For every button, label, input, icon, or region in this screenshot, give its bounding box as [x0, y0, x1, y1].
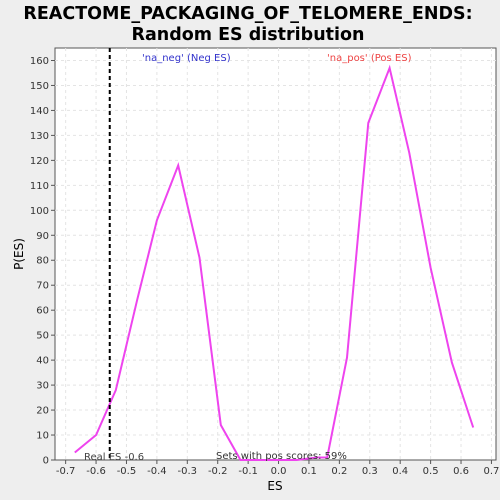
y-tick-label: 80: [36, 256, 49, 267]
y-tick-label: 30: [36, 381, 49, 392]
x-tick-label: -0.1: [238, 466, 258, 477]
y-tick-label: 10: [36, 431, 49, 442]
y-axis-label: P(ES): [12, 238, 26, 270]
y-tick-label: 20: [36, 406, 49, 417]
y-tick-label: 140: [30, 106, 49, 117]
plot-area: [54, 47, 497, 461]
y-tick-label: 60: [36, 306, 49, 317]
neg-es-label: 'na_neg' (Neg ES): [142, 53, 231, 64]
es-distribution-line: [74, 64, 475, 461]
y-tick-label: 70: [36, 281, 49, 292]
x-tick-label: 0.0: [271, 466, 287, 477]
y-tick-label: 100: [30, 206, 49, 217]
x-tick-label: -0.4: [147, 466, 167, 477]
x-tick-label: 0.2: [331, 466, 347, 477]
x-axis-label: ES: [267, 479, 282, 493]
x-tick-label: 0.3: [362, 466, 378, 477]
real-es-label: Real ES -0.6: [84, 452, 144, 463]
chart-title-line1: REACTOME_PACKAGING_OF_TELOMERE_ENDS:: [23, 4, 472, 24]
x-tick-label: 0.6: [453, 466, 469, 477]
x-tick-label: -0.7: [56, 466, 76, 477]
y-tick-label: 120: [30, 156, 49, 167]
x-tick-label: 0.1: [301, 466, 317, 477]
pos-scores-label: Sets with pos scores: 59%: [216, 451, 347, 462]
x-tick-label: 0.7: [483, 466, 499, 477]
y-tick-label: 40: [36, 356, 49, 367]
y-tick-label: 110: [30, 181, 49, 192]
chart-title-line2: Random ES distribution: [131, 25, 364, 45]
x-tick-label: 0.4: [392, 466, 408, 477]
y-tick-label: 90: [36, 231, 49, 242]
y-tick-label: 0: [43, 456, 49, 467]
y-axis-ticks: 0 10 20 30 40 50 60 70 80 90 100 110 120 130 140 150 160: [30, 56, 55, 467]
x-tick-label: -0.6: [86, 466, 106, 477]
x-tick-label: -0.3: [178, 466, 198, 477]
y-tick-label: 160: [30, 56, 49, 67]
x-tick-label: 0.5: [423, 466, 439, 477]
y-tick-label: 50: [36, 331, 49, 342]
y-tick-label: 150: [30, 81, 49, 92]
x-tick-label: -0.2: [208, 466, 228, 477]
y-tick-label: 130: [30, 131, 49, 142]
pos-es-label: 'na_pos' (Pos ES): [327, 53, 412, 64]
x-axis-ticks: -0.7 -0.6 -0.5 -0.4 -0.3 -0.2 -0.1 0.0 0.1 0.2 0.3…: [56, 460, 499, 477]
x-tick-label: -0.5: [117, 466, 137, 477]
